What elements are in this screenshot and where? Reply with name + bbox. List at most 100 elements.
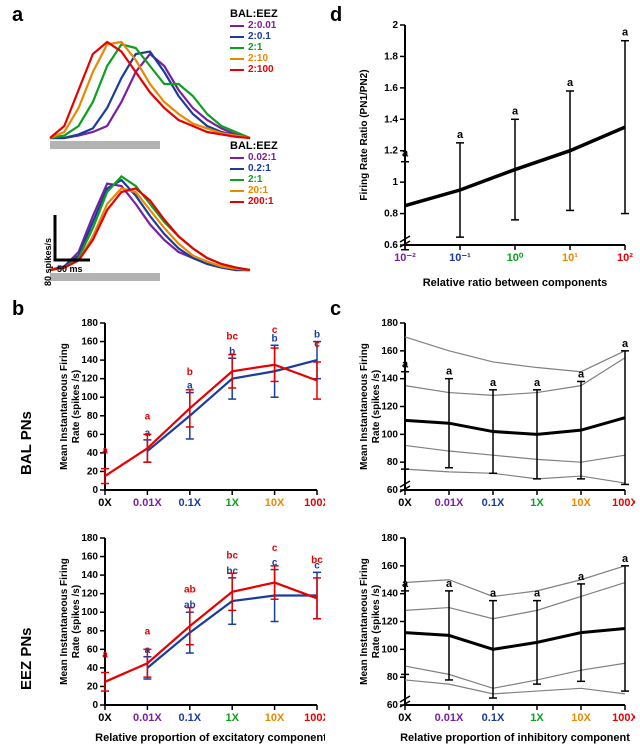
panel-label-d: d (330, 4, 342, 27)
svg-text:10X: 10X (265, 712, 285, 724)
svg-text:60: 60 (387, 485, 399, 496)
svg-text:0.6: 0.6 (384, 240, 398, 251)
svg-text:2: 2 (392, 20, 398, 31)
svg-text:160: 160 (81, 552, 98, 563)
svg-text:1.4: 1.4 (384, 114, 398, 125)
svg-text:40: 40 (87, 448, 99, 459)
svg-text:a: a (622, 27, 629, 39)
svg-text:40: 40 (87, 663, 99, 674)
svg-text:Relative proportion of excitat: Relative proportion of excitatory compon… (95, 732, 325, 744)
svg-text:a: a (145, 626, 151, 637)
svg-text:80: 80 (87, 626, 99, 637)
svg-text:0.1X: 0.1X (482, 712, 505, 724)
panel-label-b: b (12, 298, 24, 321)
svg-text:Firing Rate Ratio (PN1/PN2): Firing Rate Ratio (PN1/PN2) (359, 69, 370, 200)
svg-text:120: 120 (81, 589, 98, 600)
svg-text:a: a (102, 650, 108, 661)
svg-text:a: a (490, 377, 497, 389)
legend-a-top: BAL:EEZ2:0.012:0.12:12:102:100 (230, 8, 278, 75)
svg-text:c: c (314, 339, 320, 350)
svg-text:0X: 0X (98, 712, 112, 724)
row-label-eez: EEZ PNs (18, 627, 35, 690)
svg-text:160: 160 (381, 346, 398, 357)
svg-text:Mean Instantaneous Firing: Mean Instantaneous Firing (59, 343, 70, 470)
panel-label-c: c (330, 298, 341, 321)
svg-text:a: a (578, 571, 585, 583)
svg-text:a: a (534, 377, 541, 389)
svg-text:Mean Instantaneous Firing: Mean Instantaneous Firing (359, 343, 370, 470)
svg-text:1X: 1X (225, 497, 239, 509)
svg-text:Rate (spikes /s): Rate (spikes /s) (71, 370, 82, 443)
svg-text:160: 160 (381, 561, 398, 572)
svg-text:a: a (622, 338, 629, 350)
svg-text:60: 60 (87, 644, 99, 655)
svg-text:0.1X: 0.1X (482, 497, 505, 509)
svg-text:Relative proportion of inhibit: Relative proportion of inhibitory compon… (400, 732, 630, 744)
svg-text:100: 100 (81, 607, 98, 618)
svg-text:120: 120 (381, 617, 398, 628)
svg-text:0X: 0X (398, 497, 412, 509)
svg-text:1.2: 1.2 (384, 146, 398, 157)
svg-text:1X: 1X (225, 712, 239, 724)
svg-text:160: 160 (81, 337, 98, 348)
svg-text:0X: 0X (98, 497, 112, 509)
svg-text:a: a (490, 588, 497, 600)
svg-text:10⁻¹: 10⁻¹ (449, 252, 471, 264)
svg-text:Rate (spikes /s): Rate (spikes /s) (71, 585, 82, 658)
svg-text:180: 180 (81, 533, 98, 544)
svg-text:ab: ab (184, 585, 196, 596)
legend-a-bottom: BAL:EEZ0.02:10.2:12:120:1200:1 (230, 140, 278, 207)
svg-text:100: 100 (381, 429, 398, 440)
svg-text:180: 180 (81, 318, 98, 329)
svg-text:10X: 10X (265, 497, 285, 509)
svg-text:0.1X: 0.1X (178, 712, 201, 724)
svg-text:bc: bc (311, 555, 323, 566)
panel-b-bottom-svg: 0204060801001201401601800X0.01X0.1X1X10X… (55, 530, 325, 745)
svg-text:a: a (102, 446, 108, 457)
svg-text:c: c (272, 543, 278, 554)
svg-text:0: 0 (92, 485, 98, 496)
svg-text:100X: 100X (304, 712, 325, 724)
svg-text:10X: 10X (571, 497, 591, 509)
svg-text:60: 60 (387, 700, 399, 711)
svg-text:a: a (534, 588, 541, 600)
svg-text:Relative ratio between compone: Relative ratio between components (423, 277, 608, 289)
panel-c-bottom-svg: 60801001201401601800X0.01X0.1X1X10X100XR… (355, 530, 635, 745)
svg-text:10⁰: 10⁰ (507, 252, 524, 264)
panel-a-svg: 80 spikes/s50 ms (30, 10, 330, 290)
svg-text:0.01X: 0.01X (435, 497, 464, 509)
svg-text:1.6: 1.6 (384, 83, 398, 94)
svg-text:100X: 100X (304, 497, 325, 509)
svg-text:10¹: 10¹ (562, 252, 578, 264)
svg-text:a: a (446, 578, 453, 590)
svg-text:a: a (402, 148, 409, 160)
panel-label-a: a (12, 4, 23, 27)
svg-text:bc: bc (226, 332, 238, 343)
panel-b-top-svg: 0204060801001201401601800X0.01X0.1X1X10X… (55, 315, 325, 515)
svg-text:140: 140 (381, 374, 398, 385)
svg-text:10X: 10X (571, 712, 591, 724)
svg-text:a: a (457, 129, 464, 141)
svg-text:0.1X: 0.1X (178, 497, 201, 509)
svg-text:20: 20 (87, 681, 99, 692)
svg-text:80: 80 (387, 457, 399, 468)
figure-root: a b c d 80 spikes/s50 ms BAL:EEZ2:0.012:… (0, 0, 640, 750)
svg-text:140: 140 (81, 570, 98, 581)
svg-text:a: a (145, 411, 151, 422)
svg-text:10²: 10² (617, 252, 633, 264)
panel-d-svg: 0.60.811.21.41.61.8210⁻²10⁻¹10⁰10¹10²Rel… (355, 15, 635, 290)
svg-text:c: c (272, 325, 278, 336)
svg-text:b: b (187, 367, 193, 378)
svg-text:Mean Instantaneous Firing: Mean Instantaneous Firing (59, 558, 70, 685)
svg-text:0.8: 0.8 (384, 209, 398, 220)
svg-text:0X: 0X (398, 712, 412, 724)
svg-text:0: 0 (92, 700, 98, 711)
svg-text:100X: 100X (612, 712, 635, 724)
svg-text:a: a (446, 366, 453, 378)
svg-text:80: 80 (87, 411, 99, 422)
svg-text:10⁻²: 10⁻² (394, 252, 416, 264)
svg-text:1X: 1X (530, 497, 544, 509)
svg-text:Mean Instantaneous Firing: Mean Instantaneous Firing (359, 558, 370, 685)
svg-text:a: a (567, 77, 574, 89)
svg-text:20: 20 (87, 466, 99, 477)
